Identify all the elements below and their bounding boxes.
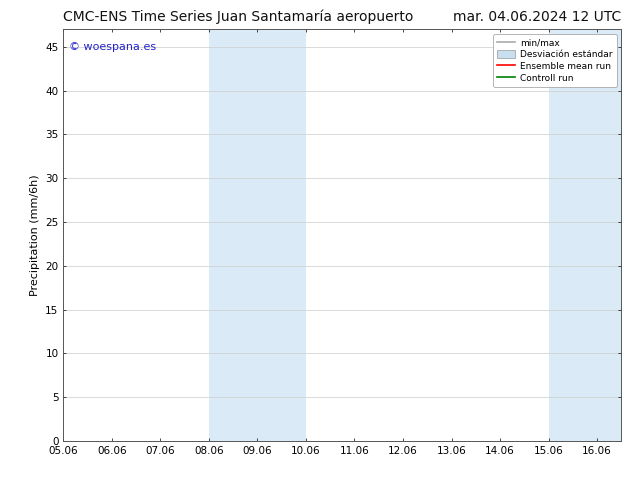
Text: © woespana.es: © woespana.es <box>69 42 156 52</box>
Bar <box>209 29 306 441</box>
Legend: min/max, Desviación estándar, Ensemble mean run, Controll run: min/max, Desviación estándar, Ensemble m… <box>493 34 617 87</box>
Bar <box>548 29 621 441</box>
Text: mar. 04.06.2024 12 UTC: mar. 04.06.2024 12 UTC <box>453 10 621 24</box>
Y-axis label: Precipitation (mm/6h): Precipitation (mm/6h) <box>30 174 40 296</box>
Text: CMC-ENS Time Series Juan Santamaría aeropuerto: CMC-ENS Time Series Juan Santamaría aero… <box>63 10 414 24</box>
